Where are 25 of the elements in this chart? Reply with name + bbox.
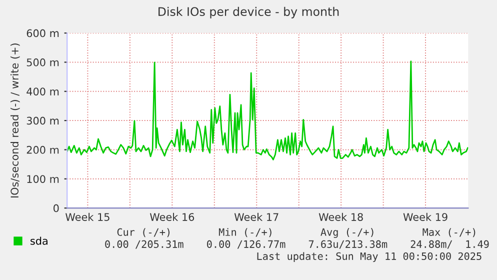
text: Avg (-/+) <box>320 228 374 238</box>
x-tick-label: Week 15 <box>66 212 110 221</box>
text: Max (-/+) <box>422 228 476 238</box>
y-tick-label: 100 m <box>27 175 59 183</box>
legend-label: sda <box>30 236 48 245</box>
text: 0.00 /126.77m <box>207 240 286 249</box>
text: 7.63u/213.38m <box>308 240 388 249</box>
y-tick-label: 200 m <box>26 146 59 154</box>
x-tick-label: Week 16 <box>150 212 194 221</box>
y-tick-label: 300 m <box>26 116 59 125</box>
text: 0.00 /205.31m <box>105 240 184 249</box>
chart-title: Disk IOs per device - by month <box>158 6 339 18</box>
y-tick-label: 400 m <box>26 88 59 96</box>
line-series <box>67 60 468 160</box>
text: Last update: Sun May 11 00:50:00 2025 <box>257 252 482 262</box>
y-tick-label: 600 m <box>26 29 59 38</box>
y-tick-label: 500 m <box>26 58 59 66</box>
x-tick-label: Week 19 <box>403 212 448 221</box>
text: 24.88m/ 1.49 <box>410 240 489 249</box>
x-tick-label: Week 18 <box>318 212 363 221</box>
text: Min (-/+) <box>218 228 272 238</box>
text: Cur (-/+) <box>117 228 170 238</box>
y-tick-label: 0 <box>54 204 59 212</box>
y-axis-title: IOs/second read (-) / write (+) <box>10 44 20 198</box>
x-tick-label: Week 17 <box>234 212 278 221</box>
